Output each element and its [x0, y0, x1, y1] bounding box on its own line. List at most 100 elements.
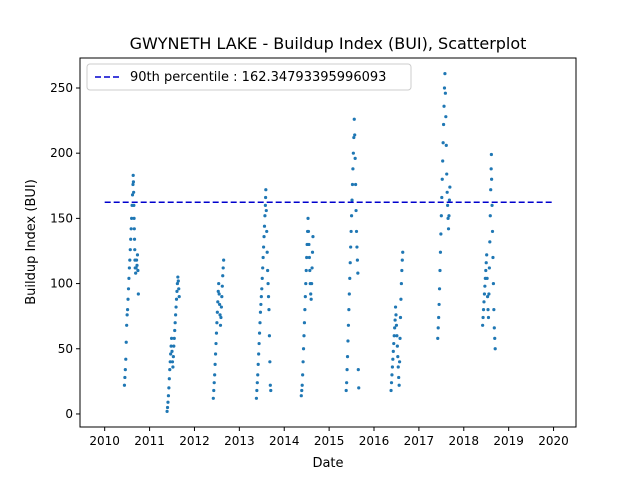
x-tick-label-2017: 2017 — [404, 434, 435, 448]
data-point-2013-15 — [261, 255, 265, 260]
y-tick-label-0: 0 — [65, 407, 73, 421]
data-point-2018-2 — [481, 308, 486, 312]
data-point-2017-15 — [442, 86, 447, 90]
data-point-2014-15 — [306, 216, 310, 220]
data-point-2016-7 — [392, 334, 396, 338]
y-axis-label: Buildup Index (BUI) — [24, 179, 39, 305]
data-point-2017-22 — [446, 203, 450, 207]
data-point-2010-11 — [127, 266, 131, 270]
data-point-2013-30 — [267, 334, 272, 338]
x-tick-label-2020: 2020 — [538, 434, 569, 448]
data-point-2015-8 — [348, 276, 352, 280]
data-point-2010-19 — [131, 182, 135, 187]
y-tick-label-200: 200 — [50, 146, 73, 160]
data-point-2014-12 — [305, 255, 309, 260]
data-point-2012-18 — [219, 305, 223, 309]
data-point-2015-0 — [344, 388, 348, 393]
data-point-2017-17 — [443, 91, 447, 95]
data-point-2014-17 — [307, 242, 311, 247]
data-point-2011-21 — [174, 297, 179, 301]
x-tick-label-2015: 2015 — [314, 434, 345, 448]
data-point-2018-12 — [486, 308, 490, 312]
data-point-2018-24 — [491, 255, 495, 260]
data-point-2010-5 — [125, 323, 129, 327]
data-point-2015-11 — [349, 229, 353, 234]
data-point-2015-21 — [354, 182, 358, 187]
data-point-2010-30 — [134, 271, 138, 275]
data-point-2013-31 — [268, 360, 272, 364]
data-point-2015-10 — [349, 245, 353, 249]
data-point-2012-11 — [216, 289, 220, 293]
data-point-2012-7 — [214, 331, 219, 335]
data-point-2010-10 — [127, 276, 131, 280]
data-point-2018-1 — [481, 315, 485, 320]
data-point-2012-2 — [212, 381, 216, 385]
data-point-2012-20 — [220, 284, 224, 288]
x-tick-label-2013: 2013 — [224, 434, 255, 448]
data-point-2010-0 — [122, 383, 127, 387]
data-point-2017-13 — [441, 122, 446, 127]
data-point-2018-18 — [489, 188, 493, 192]
data-point-2018-16 — [488, 240, 492, 244]
data-point-2015-28 — [357, 386, 361, 390]
data-point-2012-22 — [221, 266, 225, 270]
data-point-2011-8 — [169, 352, 173, 356]
data-point-2010-32 — [134, 258, 139, 262]
data-point-2014-23 — [310, 281, 314, 286]
data-point-2016-15 — [396, 354, 400, 359]
data-point-2017-23 — [446, 216, 450, 220]
data-point-2013-26 — [266, 268, 270, 273]
x-tick-label-2019: 2019 — [493, 434, 524, 448]
data-point-2013-24 — [265, 229, 269, 234]
data-point-2013-13 — [260, 276, 264, 280]
legend: 90th percentile : 162.34793395996093 — [86, 63, 412, 91]
data-point-2011-12 — [170, 360, 175, 364]
data-point-2015-14 — [350, 182, 355, 187]
data-point-2016-8 — [393, 326, 397, 330]
data-point-2017-4 — [437, 287, 442, 291]
data-point-2011-11 — [170, 349, 174, 353]
data-point-2014-25 — [310, 250, 315, 254]
legend-box — [86, 63, 412, 91]
data-point-2011-26 — [177, 287, 181, 291]
data-point-2018-13 — [486, 315, 491, 320]
data-point-2010-12 — [128, 258, 132, 262]
data-point-2011-7 — [168, 360, 172, 364]
data-point-2015-23 — [354, 229, 359, 234]
data-point-2016-24 — [400, 268, 404, 273]
data-point-2016-21 — [398, 315, 403, 320]
data-point-2016-20 — [398, 336, 402, 340]
data-point-2012-23 — [222, 258, 226, 262]
data-point-2018-5 — [483, 284, 487, 288]
data-point-2018-4 — [482, 292, 487, 296]
data-point-2014-9 — [303, 295, 307, 299]
data-point-2010-2 — [123, 368, 127, 372]
data-point-2018-7 — [484, 268, 488, 273]
data-point-2011-23 — [175, 281, 179, 286]
data-point-2015-20 — [353, 156, 357, 160]
data-point-2010-13 — [128, 248, 132, 252]
data-point-2016-11 — [394, 313, 398, 317]
x-axis-ticks: 2010 2011 2012 2013 2014 2015 2016 2017 2018 2019… — [89, 427, 569, 448]
data-point-2012-16 — [218, 323, 223, 327]
y-tick-label-250: 250 — [50, 81, 73, 95]
data-point-2010-18 — [130, 193, 135, 197]
data-point-2016-10 — [393, 305, 398, 309]
data-point-2013-14 — [261, 266, 265, 270]
data-point-2017-10 — [440, 177, 444, 181]
data-point-2013-11 — [259, 295, 263, 299]
data-point-2018-17 — [488, 214, 492, 218]
data-point-2011-9 — [169, 344, 173, 348]
data-point-2015-5 — [346, 323, 351, 327]
data-point-2013-17 — [262, 235, 266, 239]
data-point-2011-6 — [168, 368, 172, 372]
data-point-2016-0 — [389, 388, 393, 393]
data-point-2010-23 — [132, 203, 136, 207]
data-point-2018-10 — [485, 276, 489, 280]
data-point-2012-14 — [218, 302, 222, 307]
data-point-2013-3 — [256, 373, 260, 377]
data-point-2015-4 — [346, 339, 350, 343]
data-point-2013-8 — [258, 321, 262, 325]
data-point-2015-3 — [345, 354, 350, 359]
data-point-2016-17 — [397, 375, 401, 380]
